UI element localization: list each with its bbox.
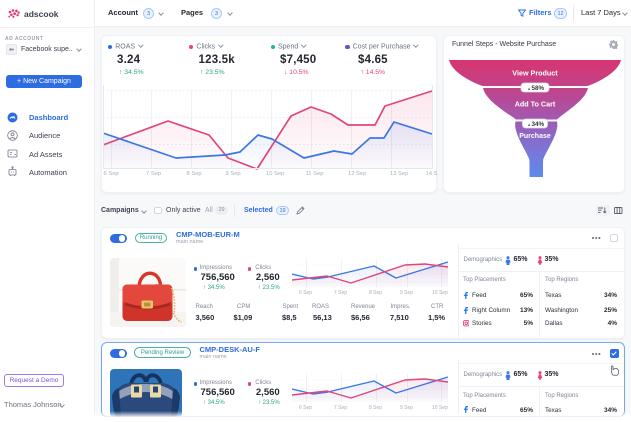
svg-text:View Product: View Product — [512, 69, 558, 78]
svg-text:▴ 34%: ▴ 34% — [527, 121, 545, 128]
svg-text:Purchase: Purchase — [519, 133, 551, 140]
svg-text:Add To Cart: Add To Cart — [515, 100, 556, 109]
svg-text:▴ 58%: ▴ 58% — [527, 85, 545, 92]
